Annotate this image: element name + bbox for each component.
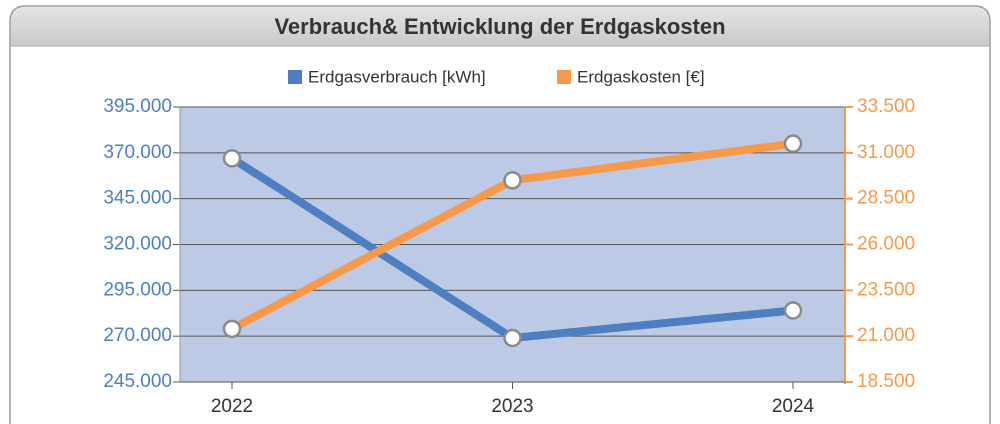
y-tick-label: 395.000 bbox=[103, 96, 172, 117]
y-tick-label: 370.000 bbox=[103, 142, 172, 163]
legend-swatch bbox=[557, 70, 571, 84]
y2-tick-label: 33.500 bbox=[857, 96, 915, 117]
point-marker bbox=[222, 319, 242, 339]
chart-title: Verbrauch& Entwicklung der Erdgaskosten bbox=[274, 14, 725, 39]
y-tick-label: 295.000 bbox=[103, 279, 172, 300]
legend-swatch bbox=[288, 70, 302, 84]
point-marker bbox=[222, 149, 242, 168]
y2-tick-label: 26.000 bbox=[857, 234, 915, 255]
legend-label: Erdgaskosten [€] bbox=[577, 67, 705, 86]
y-tick-label: 345.000 bbox=[103, 188, 172, 209]
legend-label: Erdgasverbrauch [kWh] bbox=[308, 67, 486, 86]
y2-tick-label: 31.000 bbox=[857, 142, 915, 163]
point-marker bbox=[783, 301, 803, 320]
y-tick-label: 245.000 bbox=[103, 371, 172, 392]
y2-tick-label: 21.000 bbox=[857, 325, 915, 346]
point-marker bbox=[503, 171, 522, 190]
y-tick-label: 270.000 bbox=[103, 325, 172, 346]
y-tick-label: 320.000 bbox=[103, 234, 172, 255]
y2-tick-label: 28.500 bbox=[857, 188, 915, 209]
x-tick-label: 2023 bbox=[491, 396, 533, 417]
point-marker bbox=[503, 328, 522, 348]
x-tick-label: 2022 bbox=[211, 396, 253, 417]
y2-tick-label: 18.500 bbox=[857, 371, 915, 392]
y2-tick-label: 23.500 bbox=[857, 279, 915, 300]
panel-header bbox=[11, 7, 989, 46]
x-tick-label: 2024 bbox=[772, 396, 815, 417]
point-marker bbox=[783, 134, 803, 153]
